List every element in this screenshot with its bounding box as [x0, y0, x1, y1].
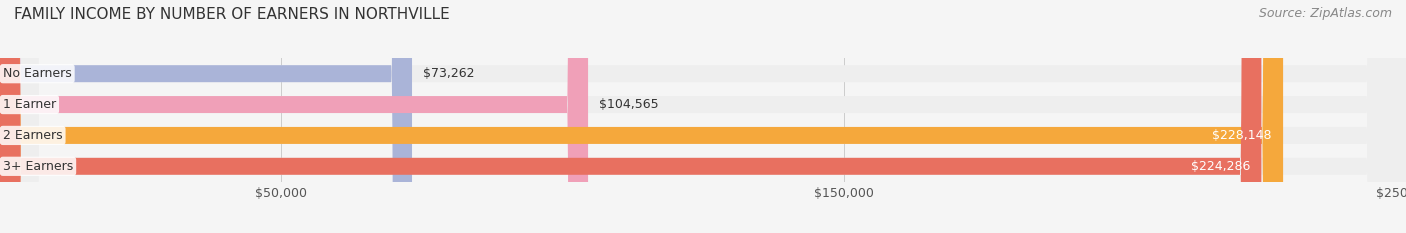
- Text: 3+ Earners: 3+ Earners: [3, 160, 73, 173]
- Text: FAMILY INCOME BY NUMBER OF EARNERS IN NORTHVILLE: FAMILY INCOME BY NUMBER OF EARNERS IN NO…: [14, 7, 450, 22]
- Text: Source: ZipAtlas.com: Source: ZipAtlas.com: [1258, 7, 1392, 20]
- Text: $73,262: $73,262: [423, 67, 475, 80]
- Text: 1 Earner: 1 Earner: [3, 98, 56, 111]
- Text: 2 Earners: 2 Earners: [3, 129, 62, 142]
- Text: $224,286: $224,286: [1191, 160, 1250, 173]
- FancyBboxPatch shape: [0, 0, 412, 233]
- Text: $104,565: $104,565: [599, 98, 659, 111]
- FancyBboxPatch shape: [0, 0, 588, 233]
- FancyBboxPatch shape: [0, 0, 1284, 233]
- Text: $228,148: $228,148: [1212, 129, 1272, 142]
- Text: No Earners: No Earners: [3, 67, 72, 80]
- FancyBboxPatch shape: [0, 0, 1261, 233]
